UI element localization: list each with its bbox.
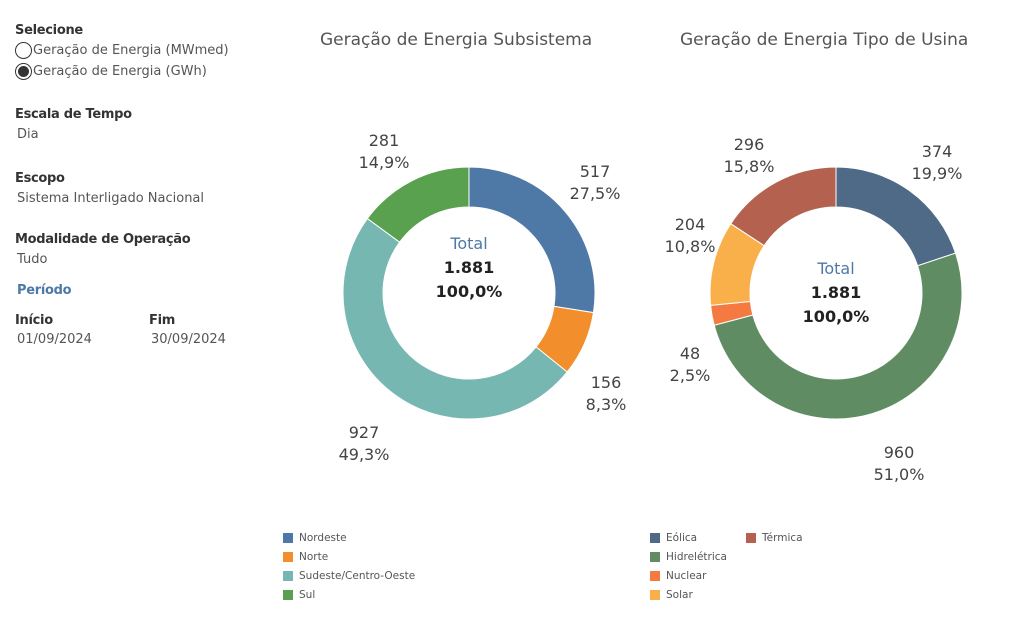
center-pct: 100,0%: [435, 282, 503, 301]
chart2-legend-col2: Térmica: [746, 528, 803, 547]
swatch-icon: [650, 589, 660, 600]
data-label-eolica: 374 19,9%: [911, 142, 963, 183]
period-label: Período: [17, 283, 72, 298]
swatch-icon: [283, 551, 293, 562]
center-value: 1.881: [443, 258, 495, 277]
mode-label: Modalidade de Operação: [15, 232, 191, 247]
radio-label: Geração de Energia (MWmed): [33, 43, 229, 58]
end-label: Fim: [149, 313, 175, 328]
slice-hidrel-trica[interactable]: [713, 252, 963, 420]
data-label-solar: 204 10,8%: [664, 215, 716, 256]
time-scale-value[interactable]: Dia: [17, 127, 39, 142]
swatch-icon: [283, 570, 293, 581]
end-date[interactable]: 30/09/2024: [151, 332, 226, 347]
mode-value[interactable]: Tudo: [17, 252, 48, 267]
legend-item-norte[interactable]: Norte: [283, 547, 415, 566]
legend-item-sul[interactable]: Sul: [283, 585, 415, 604]
start-label: Início: [15, 313, 53, 328]
slice-sul[interactable]: [366, 166, 470, 243]
scope-value[interactable]: Sistema Interligado Nacional: [17, 191, 205, 206]
chart2-title: Geração de Energia Tipo de Usina: [680, 30, 969, 50]
center-label: Total: [450, 234, 488, 253]
chart2-center: Total 1.881 100,0%: [776, 257, 896, 329]
chart1-legend: Nordeste Norte Sudeste/Centro-Oeste Sul: [283, 528, 415, 604]
data-label-sul: 281 14,9%: [358, 131, 410, 172]
data-label-nordeste: 517 27,5%: [569, 162, 621, 203]
chart2-donut: [709, 166, 963, 420]
radio-gwh[interactable]: Geração de Energia (GWh): [15, 61, 207, 82]
radio-icon[interactable]: [15, 42, 32, 59]
legend-item-hidreletrica[interactable]: Hidrelétrica: [650, 547, 727, 566]
select-label: Selecione: [15, 23, 83, 38]
legend-item-termica[interactable]: Térmica: [746, 528, 803, 547]
center-label: Total: [817, 259, 855, 278]
radio-label: Geração de Energia (GWh): [33, 64, 207, 79]
data-label-norte: 156 8,3%: [585, 373, 627, 414]
center-value: 1.881: [810, 283, 862, 302]
swatch-icon: [650, 570, 660, 581]
center-pct: 100,0%: [802, 307, 870, 326]
legend-item-eolica[interactable]: Eólica: [650, 528, 727, 547]
swatch-icon: [283, 532, 293, 543]
legend-item-nuclear[interactable]: Nuclear: [650, 566, 727, 585]
swatch-icon: [650, 532, 660, 543]
radio-mwmed[interactable]: Geração de Energia (MWmed): [15, 40, 229, 61]
scope-label: Escopo: [15, 171, 65, 186]
radio-selected-icon[interactable]: [15, 63, 32, 80]
time-scale-label: Escala de Tempo: [15, 107, 132, 122]
slice-sudeste-centro-oeste[interactable]: [342, 217, 568, 420]
legend-item-solar[interactable]: Solar: [650, 585, 727, 604]
data-label-nuclear: 48 2,5%: [669, 344, 711, 385]
legend-item-nordeste[interactable]: Nordeste: [283, 528, 415, 547]
chart1-donut: [342, 166, 596, 420]
swatch-icon: [283, 589, 293, 600]
chart1-title: Geração de Energia Subsistema: [320, 30, 593, 50]
data-label-termica: 296 15,8%: [723, 135, 775, 176]
swatch-icon: [650, 551, 660, 562]
legend-item-sudeste[interactable]: Sudeste/Centro-Oeste: [283, 566, 415, 585]
swatch-icon: [746, 532, 756, 543]
start-date[interactable]: 01/09/2024: [17, 332, 92, 347]
data-label-sudeste: 927 49,3%: [338, 423, 390, 464]
slice-t-rmica[interactable]: [730, 166, 837, 247]
chart1-center: Total 1.881 100,0%: [409, 232, 529, 304]
data-label-hidreletrica: 960 51,0%: [873, 443, 925, 484]
chart2-legend: Eólica Hidrelétrica Nuclear Solar: [650, 528, 727, 604]
